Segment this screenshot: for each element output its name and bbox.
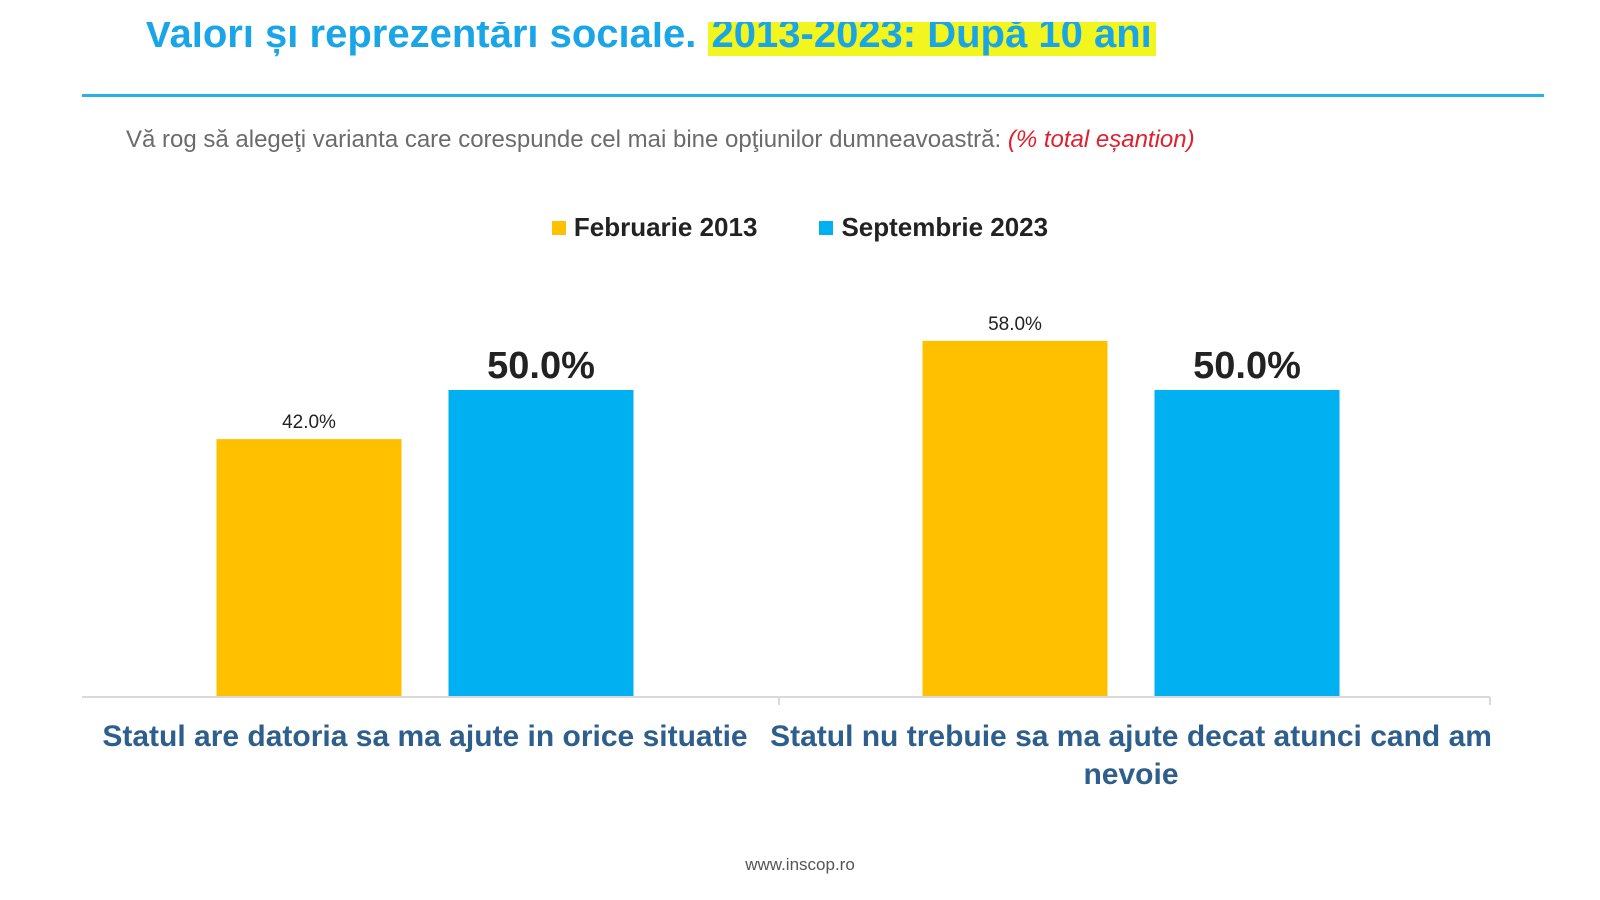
bar-2023-2 — [1154, 390, 1340, 697]
footer-url: www.inscop.ro — [745, 855, 855, 874]
slide-title: Valori și reprezentări sociale. 2013-202… — [145, 22, 1156, 66]
title-main: Valori și reprezentări sociale. — [145, 22, 697, 56]
data-label-2023-1: 50.0% — [487, 345, 595, 387]
category-label-2: Statul nu trebuie sa ma ajute decat atun… — [770, 720, 1492, 791]
title-highlight: 2013-2023: După 10 ani — [707, 22, 1156, 56]
question-text: Vă rog să alegeţi varianta care corespun… — [126, 126, 1002, 153]
bar-2013-2 — [922, 340, 1108, 697]
data-label-2013-1: 42.0% — [282, 412, 336, 433]
bar-2023-1 — [448, 390, 634, 697]
legend-label-2013: Februarie 2013 — [573, 212, 758, 242]
survey-question: Vă rog să alegeţi varianta care corespun… — [126, 126, 1195, 154]
question-note: (% total eșantion) — [1007, 126, 1195, 153]
title-divider — [82, 94, 1544, 97]
legend-swatch-2023 — [819, 220, 834, 235]
bar-2013-1 — [216, 439, 402, 697]
legend-item-2013: Februarie 2013 — [551, 212, 758, 243]
legend-item-2023: Septembrie 2023 — [819, 212, 1048, 243]
chart-legend: Februarie 2013 Septembrie 2023 — [0, 212, 1600, 243]
data-label-2013-2: 58.0% — [988, 314, 1042, 335]
data-label-2023-2: 50.0% — [1193, 345, 1301, 387]
legend-swatch-2013 — [551, 220, 566, 235]
category-label-1: Statul are datoria sa ma ajute in orice … — [102, 720, 747, 753]
legend-label-2023: Septembrie 2023 — [841, 212, 1049, 242]
